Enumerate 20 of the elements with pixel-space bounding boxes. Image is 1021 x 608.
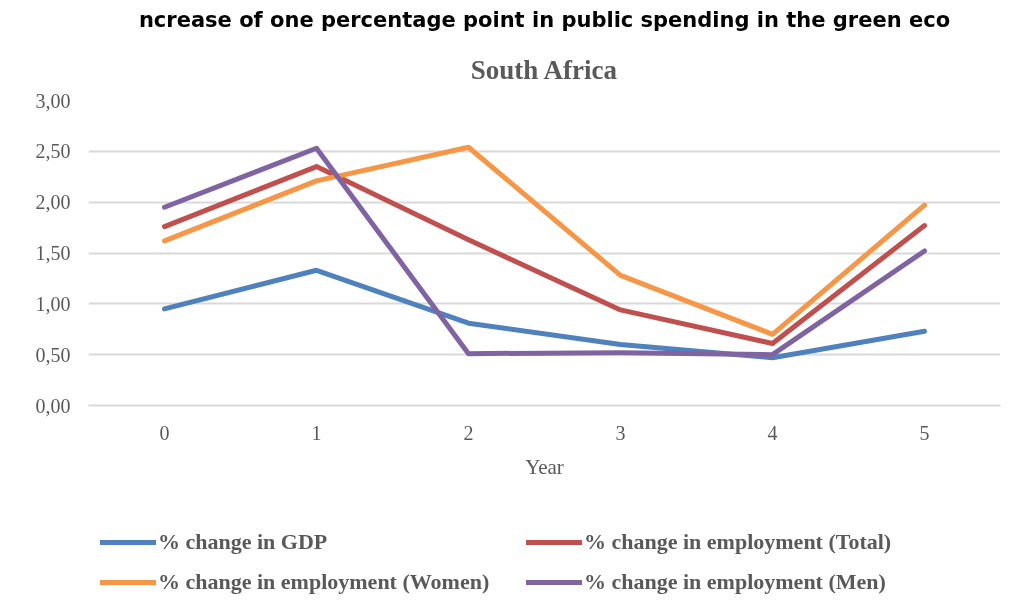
x-axis-title: Year — [525, 454, 564, 479]
chart-title: South Africa — [470, 54, 618, 85]
y-tick-label: 1,50 — [35, 242, 71, 264]
y-tick-label: 0,00 — [35, 394, 71, 417]
x-tick-label: 3 — [615, 421, 626, 444]
y-tick-label: 2,00 — [35, 191, 71, 214]
x-tick-label: 0 — [159, 421, 170, 444]
legend-label: % change in employment (Men) — [584, 569, 887, 595]
legend-label: % change in GDP — [158, 529, 329, 555]
y-tick-label: 1,00 — [35, 292, 71, 315]
y-tick-label: 0,50 — [35, 343, 71, 366]
legend-label: % change in employment (Total) — [584, 529, 893, 555]
x-tick-label: 4 — [767, 421, 778, 444]
legend-label: % change in employment (Women) — [158, 569, 491, 595]
y-tick-label: 3,00 — [35, 89, 71, 112]
y-tick-label: 2,50 — [35, 140, 71, 163]
x-tick-label: 1 — [311, 421, 322, 444]
x-tick-label: 2 — [463, 421, 474, 444]
x-tick-label: 5 — [919, 421, 930, 444]
text: ncrease of one percentage point in public spending in the green eco — [138, 7, 951, 32]
